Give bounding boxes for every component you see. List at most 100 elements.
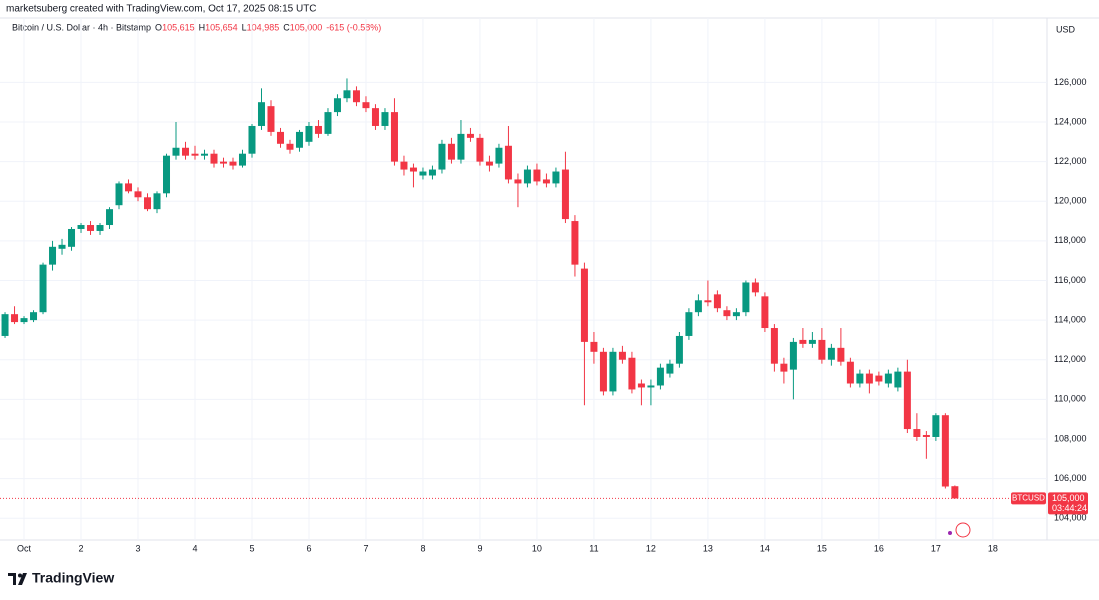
ohlc-key: O <box>155 22 162 32</box>
candle <box>713 290 721 313</box>
candle <box>903 359 911 434</box>
candle <box>144 193 152 212</box>
x-tick-label: 18 <box>988 543 998 553</box>
candle <box>11 306 19 325</box>
candle <box>599 347 607 396</box>
candle-body <box>96 225 104 231</box>
candle <box>476 133 484 166</box>
candle-body <box>846 361 854 384</box>
logo: TradingView <box>8 570 114 586</box>
candle-body <box>39 264 47 313</box>
y-tick-label: 104,000 <box>1054 513 1087 523</box>
countdown: 03:44:24 <box>1052 503 1087 513</box>
candle-body <box>770 328 778 364</box>
candle-body <box>628 357 636 390</box>
candle <box>191 145 199 160</box>
candle <box>409 163 417 188</box>
candle <box>1 312 9 338</box>
event-badge <box>955 522 971 538</box>
candle <box>533 163 541 186</box>
candle-body <box>476 137 484 162</box>
candle-body <box>789 341 797 370</box>
candle-body <box>381 112 389 126</box>
brand: TradingView <box>32 570 114 586</box>
x-tick-label: 12 <box>646 543 656 553</box>
candle <box>248 123 256 158</box>
candle-body <box>172 147 180 156</box>
candle <box>922 431 930 459</box>
candle-body <box>884 373 892 384</box>
candle-body <box>390 112 398 162</box>
x-tick-label: 11 <box>589 543 598 553</box>
candle <box>761 292 769 332</box>
candle <box>941 413 949 489</box>
candle-body <box>229 161 237 166</box>
candle-body <box>561 169 569 220</box>
candle-body <box>438 143 446 170</box>
candle <box>609 347 617 396</box>
candle-body <box>495 147 503 164</box>
candle-body <box>704 300 712 303</box>
candle <box>580 262 588 406</box>
x-tick-label: 16 <box>874 543 884 553</box>
price-tag <box>1048 492 1088 515</box>
candle-body <box>409 167 417 172</box>
candle <box>637 379 645 406</box>
candle-body <box>818 339 826 360</box>
candle <box>827 343 835 366</box>
y-tick-label: 124,000 <box>1054 116 1087 126</box>
candle-body <box>87 225 95 231</box>
x-tick-label: 14 <box>760 543 770 553</box>
candle <box>153 191 161 214</box>
candle <box>894 367 902 392</box>
candle-body <box>182 147 190 156</box>
candle <box>447 137 455 164</box>
candle <box>115 181 123 210</box>
candle-body <box>257 102 265 126</box>
candle-body <box>571 221 579 265</box>
candle-body <box>865 373 873 384</box>
x-tick-label: 15 <box>817 543 827 553</box>
candle-body <box>276 131 284 144</box>
y-tick-label: 106,000 <box>1054 473 1087 483</box>
y-tick-label: 118,000 <box>1054 235 1086 245</box>
candle <box>913 413 921 441</box>
candle-body <box>941 415 949 487</box>
y-tick-label: 126,000 <box>1054 77 1087 87</box>
candle <box>87 221 95 235</box>
y-tick-label: 112,000 <box>1054 354 1086 364</box>
candle-body <box>618 351 626 360</box>
candle <box>343 78 351 103</box>
candle <box>267 100 275 136</box>
candle <box>656 363 664 390</box>
candle-body <box>324 112 332 134</box>
candle <box>58 238 66 255</box>
x-tick-label: 6 <box>306 543 311 553</box>
candle-body <box>751 282 759 293</box>
candle <box>571 215 579 277</box>
ohlc-key: L <box>242 22 247 32</box>
candle <box>219 157 227 168</box>
candle-body <box>11 314 19 323</box>
candle-body <box>609 351 617 392</box>
candle <box>371 104 379 130</box>
candle-body <box>590 341 598 352</box>
candle <box>39 262 47 315</box>
candle-body <box>656 367 664 386</box>
candle-body <box>371 108 379 126</box>
candle <box>77 223 85 233</box>
candle <box>30 310 38 323</box>
candle <box>68 226 76 251</box>
candle-body <box>903 371 911 430</box>
candle <box>675 331 683 368</box>
candle-body <box>932 415 940 437</box>
candle <box>324 108 332 136</box>
x-tick-label: 9 <box>477 543 482 553</box>
candle-body <box>286 143 294 150</box>
candle <box>381 108 389 130</box>
candle-body <box>723 310 731 317</box>
candle-body <box>466 133 474 138</box>
candle <box>485 155 493 172</box>
candle <box>49 240 57 271</box>
